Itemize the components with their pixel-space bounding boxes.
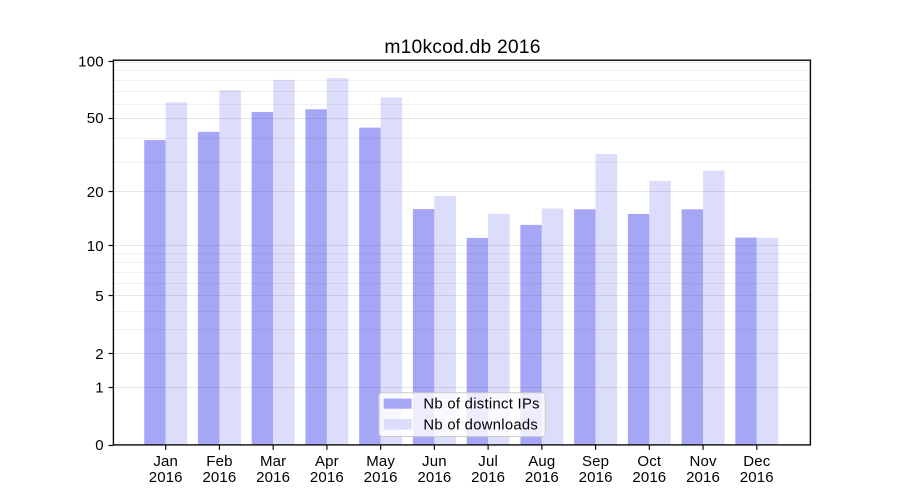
svg-text:2016: 2016 [632, 469, 666, 486]
svg-text:Jan: Jan [153, 453, 178, 470]
svg-text:Nb of downloads: Nb of downloads [423, 417, 538, 433]
svg-text:2016: 2016 [579, 469, 613, 486]
svg-text:20: 20 [87, 184, 104, 201]
svg-text:Aug: Aug [528, 453, 555, 470]
svg-text:2016: 2016 [740, 469, 774, 486]
svg-text:2016: 2016 [417, 469, 451, 486]
svg-text:Nb of distinct IPs: Nb of distinct IPs [423, 397, 539, 413]
svg-text:m10kcod.db 2016: m10kcod.db 2016 [384, 37, 540, 58]
svg-text:May: May [366, 453, 395, 470]
svg-text:2016: 2016 [256, 469, 290, 486]
svg-text:2016: 2016 [202, 469, 236, 486]
svg-text:Dec: Dec [743, 453, 770, 470]
svg-text:Feb: Feb [206, 453, 232, 470]
svg-text:Nov: Nov [690, 453, 717, 470]
svg-text:Jul: Jul [478, 453, 498, 470]
svg-text:100: 100 [78, 53, 104, 70]
svg-text:2016: 2016 [471, 469, 505, 486]
svg-text:2016: 2016 [525, 469, 559, 486]
svg-text:2016: 2016 [364, 469, 398, 486]
svg-text:Oct: Oct [637, 453, 661, 470]
svg-text:Sep: Sep [582, 453, 609, 470]
svg-text:2: 2 [95, 346, 104, 363]
svg-text:2016: 2016 [149, 469, 183, 486]
svg-text:0: 0 [95, 437, 104, 454]
svg-text:50: 50 [87, 110, 104, 127]
svg-text:Jun: Jun [422, 453, 447, 470]
svg-text:10: 10 [87, 238, 104, 255]
svg-text:5: 5 [95, 288, 104, 305]
svg-text:2016: 2016 [310, 469, 344, 486]
svg-text:1: 1 [95, 380, 104, 397]
svg-text:Apr: Apr [315, 453, 339, 470]
svg-text:2016: 2016 [686, 469, 720, 486]
svg-text:Mar: Mar [260, 453, 286, 470]
